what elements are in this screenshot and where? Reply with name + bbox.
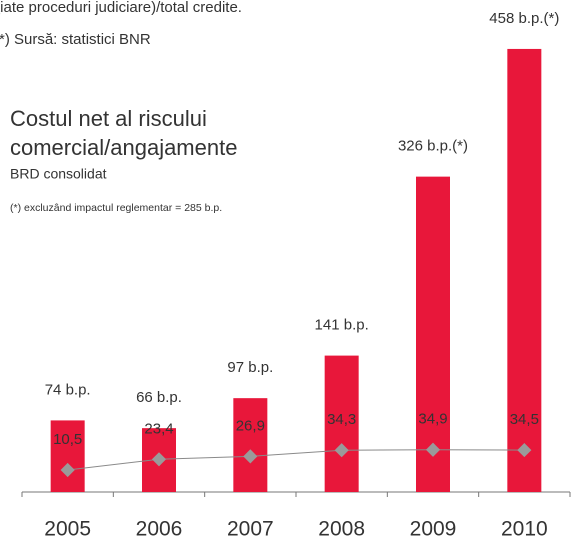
line-value-label: 34,3 bbox=[327, 411, 356, 428]
value-label: 97 b.p. bbox=[227, 359, 273, 376]
bar bbox=[233, 398, 268, 492]
subtitle: BRD consolidat bbox=[10, 166, 107, 182]
x-tick-label: 2008 bbox=[318, 518, 365, 541]
value-label: 74 b.p. bbox=[45, 381, 91, 398]
value-label: 326 b.p.(*) bbox=[398, 138, 468, 155]
chart-title: Costul net al riscului bbox=[10, 106, 207, 131]
line-value-label: 34,9 bbox=[418, 411, 447, 428]
x-tick-label: 2005 bbox=[44, 518, 91, 541]
chart-title: comercial/angajamente bbox=[10, 135, 237, 160]
line-marker bbox=[60, 462, 75, 478]
bar bbox=[50, 420, 85, 492]
line-marker bbox=[243, 449, 258, 464]
bar bbox=[416, 176, 450, 492]
line-marker bbox=[425, 442, 441, 457]
value-label: 66 b.p. bbox=[136, 389, 182, 406]
line-marker bbox=[334, 443, 349, 458]
line-value-label: 34,5 bbox=[510, 411, 539, 428]
x-tick-label: 2009 bbox=[410, 518, 457, 541]
annotation: (*) excluzând impactul reglementar = 285… bbox=[10, 202, 222, 214]
line-value-label: 10,5 bbox=[53, 431, 82, 448]
line-value-label: 26,9 bbox=[236, 417, 265, 434]
x-tick-label: 2006 bbox=[136, 518, 183, 541]
value-label: 458 b.p.(*) bbox=[489, 10, 559, 27]
line-marker bbox=[517, 443, 532, 458]
bar bbox=[324, 355, 359, 492]
line-value-label: 23,4 bbox=[144, 420, 173, 437]
bar bbox=[507, 48, 542, 492]
line bbox=[67, 449, 525, 471]
note: (*) Sursă: statistici BNR bbox=[0, 31, 151, 48]
x-tick-label: 2007 bbox=[227, 518, 274, 541]
note: ţiate proceduri judiciare)/total credite… bbox=[0, 0, 242, 16]
x-tick-label: 2010 bbox=[501, 518, 548, 541]
value-label: 141 b.p. bbox=[315, 317, 369, 334]
line-marker bbox=[151, 452, 167, 467]
